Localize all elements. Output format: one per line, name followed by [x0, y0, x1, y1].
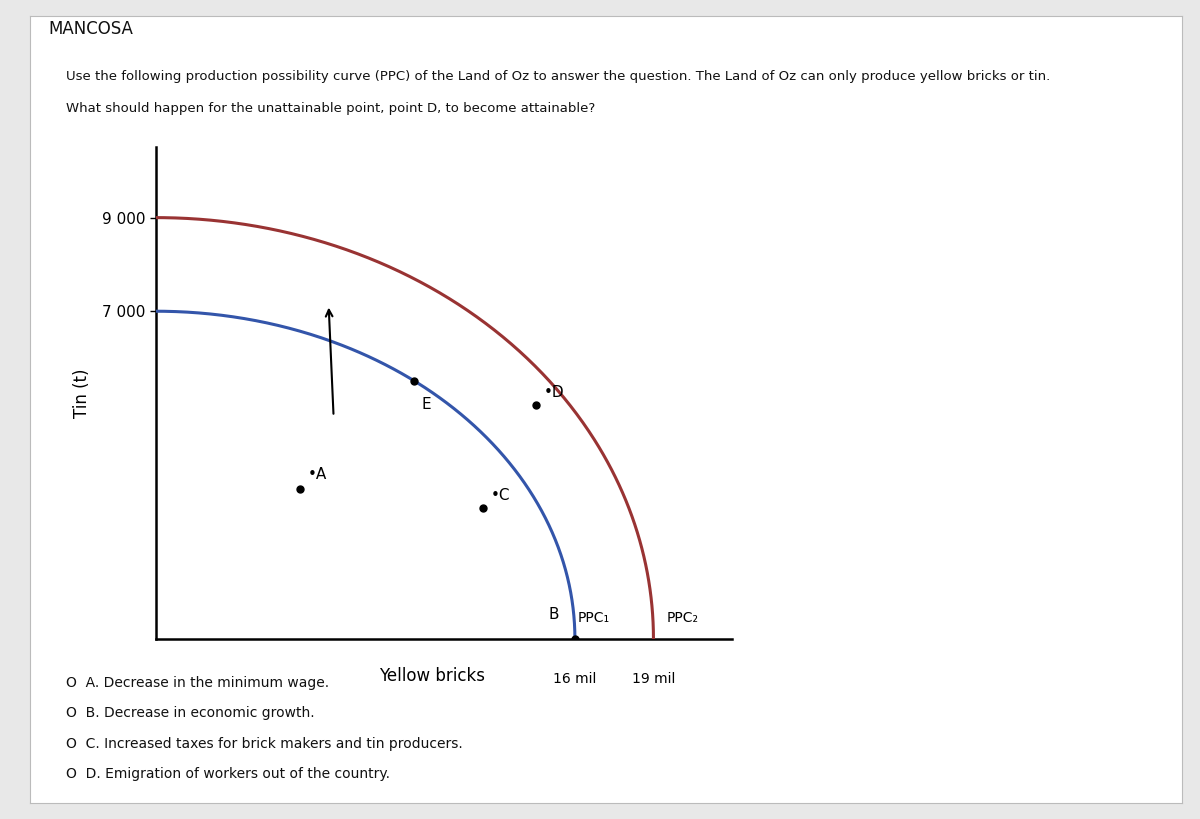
Text: 16 mil: 16 mil — [553, 672, 596, 686]
Text: 19 mil: 19 mil — [631, 672, 676, 686]
Text: •C: •C — [491, 488, 511, 503]
Text: B: B — [548, 608, 559, 622]
Text: O  C. Increased taxes for brick makers and tin producers.: O C. Increased taxes for brick makers an… — [66, 737, 463, 751]
Text: E: E — [421, 397, 431, 412]
Text: Yellow bricks: Yellow bricks — [379, 667, 485, 686]
Text: O  B. Decrease in economic growth.: O B. Decrease in economic growth. — [66, 706, 314, 720]
Text: PPC₂: PPC₂ — [666, 611, 698, 625]
Text: PPC₁: PPC₁ — [577, 611, 610, 625]
Y-axis label: Tin (t): Tin (t) — [73, 369, 91, 418]
Text: •D: •D — [544, 385, 564, 400]
Text: O  D. Emigration of workers out of the country.: O D. Emigration of workers out of the co… — [66, 767, 390, 781]
Text: What should happen for the unattainable point, point D, to become attainable?: What should happen for the unattainable … — [66, 102, 595, 115]
Text: Use the following production possibility curve (PPC) of the Land of Oz to answer: Use the following production possibility… — [66, 70, 1050, 83]
Text: •A: •A — [308, 467, 328, 482]
Text: O  A. Decrease in the minimum wage.: O A. Decrease in the minimum wage. — [66, 676, 329, 690]
Text: MANCOSA: MANCOSA — [48, 20, 133, 38]
